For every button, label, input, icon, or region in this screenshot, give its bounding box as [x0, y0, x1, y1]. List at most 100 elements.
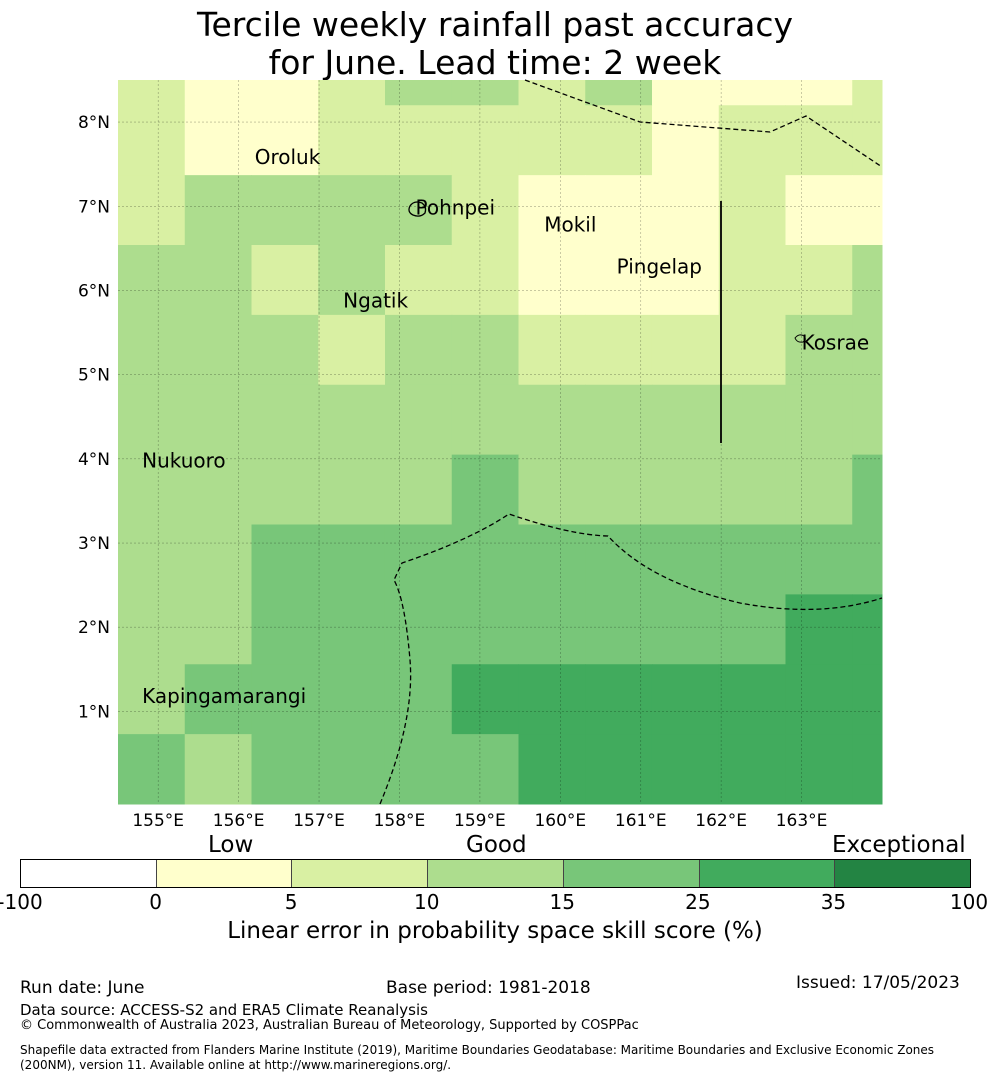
- skill-cell: [451, 734, 519, 805]
- lon-tick-label: 156°E: [213, 811, 265, 831]
- skill-grid: [118, 80, 883, 805]
- skill-cell: [184, 105, 252, 176]
- category-good: Good: [466, 832, 527, 858]
- skill-cell: [384, 454, 453, 526]
- skill-cell: [651, 314, 720, 386]
- colorbar-segment: [291, 860, 428, 887]
- axis-tick-labels: 155°E 156°E 157°E 158°E 159°E 160°E 161°E 162°E…: [78, 113, 827, 831]
- category-exceptional: Exceptional: [832, 832, 966, 858]
- colorbar-tick-label: 0: [149, 890, 162, 914]
- skill-cell: [852, 245, 883, 316]
- skill-cell: [184, 384, 252, 456]
- skill-cell: [852, 384, 883, 456]
- skill-cell: [384, 245, 453, 316]
- skill-cell: [518, 80, 586, 106]
- skill-cell: [785, 175, 853, 246]
- skill-cell: [651, 105, 720, 176]
- skill-cell: [251, 245, 319, 316]
- skill-cell: [251, 524, 319, 595]
- skill-cell: [852, 454, 883, 526]
- lat-tick-label: 8°N: [78, 113, 110, 133]
- base-period: Base period: 1981-2018: [386, 978, 591, 998]
- skill-cell: [251, 80, 319, 106]
- skill-cell: [318, 245, 386, 316]
- lat-tick-label: 6°N: [78, 281, 110, 301]
- colorbar-legend: Low Good Exceptional -100 0 5 10 15 25 35 100: [0, 830, 990, 920]
- skill-cell: [384, 314, 453, 386]
- skill-cell: [384, 384, 453, 456]
- skill-cell: [585, 454, 653, 526]
- skill-cell: [451, 594, 519, 665]
- skill-cell: [318, 314, 386, 386]
- lat-tick-label: 3°N: [78, 534, 110, 554]
- skill-cell: [251, 454, 319, 526]
- skill-cell: [518, 454, 586, 526]
- lon-tick-label: 162°E: [695, 811, 747, 831]
- colorbar-segment: [155, 860, 292, 887]
- colorbar-tick-label: 15: [549, 890, 575, 914]
- copyright: © Commonwealth of Australia 2023, Austra…: [20, 1018, 639, 1033]
- skill-cell: [518, 245, 586, 316]
- lat-tick-label: 5°N: [78, 366, 110, 386]
- skill-cell: [451, 664, 519, 735]
- place-label: Oroluk: [255, 145, 321, 169]
- skill-cell: [585, 80, 653, 106]
- skill-cell: [184, 594, 252, 665]
- skill-cell: [852, 105, 883, 176]
- skill-cell: [318, 105, 386, 176]
- skill-cell: [118, 105, 186, 176]
- lon-tick-label: 163°E: [776, 811, 828, 831]
- skill-cell: [451, 454, 519, 526]
- lon-tick-label: 159°E: [454, 811, 506, 831]
- skill-cell: [785, 314, 853, 386]
- map-features: [379, 79, 883, 805]
- skill-cell: [585, 314, 653, 386]
- colorbar-tick-label: -100: [0, 890, 43, 914]
- skill-cell: [718, 454, 786, 526]
- skill-cell: [852, 524, 883, 595]
- skill-cell: [451, 105, 519, 176]
- colorbar-segment: [834, 860, 971, 887]
- skill-cell: [852, 175, 883, 246]
- place-label: Kapingamarangi: [142, 684, 306, 708]
- skill-cell: [318, 524, 386, 595]
- colorbar: [20, 859, 971, 888]
- place-label: Ngatik: [343, 288, 408, 312]
- skill-cell: [251, 314, 319, 386]
- skill-cell: [318, 384, 386, 456]
- skill-cell: [518, 734, 586, 805]
- colorbar-tick-label: 25: [685, 890, 711, 914]
- skill-cell: [718, 384, 786, 456]
- skill-cell: [251, 384, 319, 456]
- lat-tick-label: 1°N: [78, 702, 110, 722]
- skill-cell: [651, 524, 720, 595]
- skill-cell: [384, 594, 453, 665]
- colorbar-segment: [562, 860, 699, 887]
- place-label: Nukuoro: [142, 448, 226, 472]
- skill-cell: [451, 175, 519, 246]
- skill-cell: [184, 80, 252, 106]
- skill-cell: [318, 80, 386, 106]
- shapefile-credit: Shapefile data extracted from Flanders M…: [20, 1043, 980, 1073]
- skill-cell: [785, 524, 853, 595]
- skill-cell: [718, 245, 786, 316]
- skill-cell: [118, 384, 186, 456]
- skill-cell: [585, 384, 653, 456]
- place-label: Pingelap: [617, 255, 702, 279]
- skill-cell: [718, 524, 786, 595]
- skill-cell: [318, 594, 386, 665]
- skill-cell: [585, 594, 653, 665]
- skill-cell: [118, 594, 186, 665]
- skill-cell: [251, 664, 319, 735]
- skill-cell: [118, 80, 186, 106]
- skill-cell: [651, 664, 720, 735]
- place-labels: Oroluk Pohnpei Mokil Pingelap Ngatik Kosrae Nu…: [142, 145, 869, 708]
- skill-cell: [118, 245, 186, 316]
- skill-cell: [852, 594, 883, 665]
- issued-date: Issued: 17/05/2023: [796, 973, 960, 993]
- colorbar-segment: [698, 860, 835, 887]
- skill-cell: [785, 734, 853, 805]
- skill-cell: [518, 105, 586, 176]
- skill-cell: [384, 524, 453, 595]
- lat-tick-label: 7°N: [78, 197, 110, 217]
